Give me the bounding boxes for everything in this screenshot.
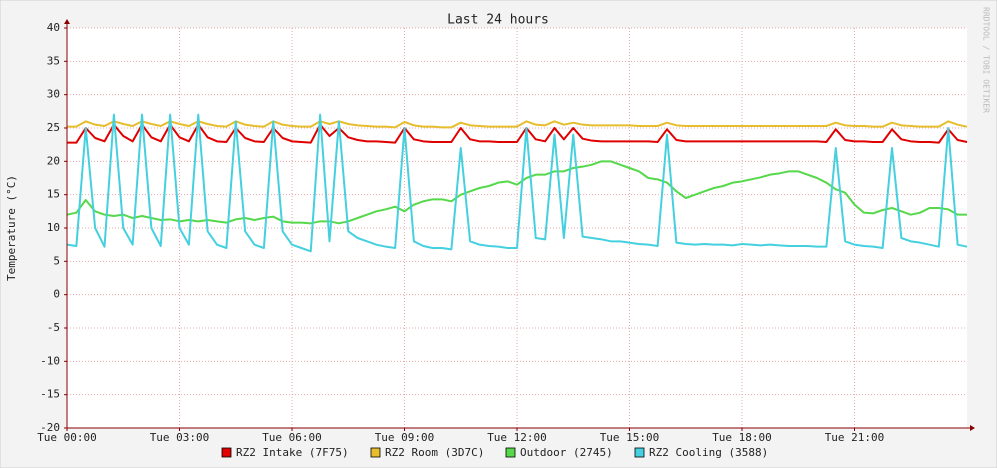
x-tick-label: Tue 12:00 <box>487 431 547 444</box>
legend-label: RZ2 Intake (7F75) <box>236 446 349 459</box>
legend-label: RZ2 Room (3D7C) <box>385 446 484 459</box>
legend-swatch <box>221 447 232 458</box>
y-arrow <box>64 19 70 24</box>
x-tick-label: Tue 18:00 <box>712 431 772 444</box>
y-tick-label: 35 <box>47 54 60 67</box>
x-tick-label: Tue 06:00 <box>262 431 322 444</box>
y-tick-label: -15 <box>40 388 60 401</box>
y-tick-label: 40 <box>47 21 60 34</box>
x-tick-label: Tue 21:00 <box>825 431 885 444</box>
series-line <box>67 123 968 144</box>
y-tick-label: 10 <box>47 221 60 234</box>
x-tick-label: Tue 09:00 <box>375 431 435 444</box>
x-tick-label: Tue 15:00 <box>600 431 660 444</box>
watermark: RRDTOOL / TOBI OETIKER <box>982 7 991 113</box>
legend-label: RZ2 Cooling (3588) <box>649 446 768 459</box>
series-line <box>66 160 967 225</box>
y-tick-label: -5 <box>47 321 60 334</box>
x-tick-label: Tue 00:00 <box>37 431 97 444</box>
y-tick-label: 25 <box>47 121 60 134</box>
legend-label: Outdoor (2745) <box>520 446 613 459</box>
legend-swatch <box>634 447 645 458</box>
series-line <box>66 113 968 253</box>
y-tick-label: -20 <box>40 421 60 434</box>
y-tick-label: 5 <box>53 254 60 267</box>
legend-swatch <box>505 447 516 458</box>
y-tick-label: 0 <box>53 288 60 301</box>
series-line <box>67 120 968 129</box>
grid <box>64 27 967 431</box>
x-tick-label: Tue 03:00 <box>150 431 210 444</box>
y-axis-label: Temperature (°C) <box>5 175 18 281</box>
legend-swatch <box>370 447 381 458</box>
y-tick-label: 20 <box>47 154 60 167</box>
y-tick-label: 15 <box>47 188 60 201</box>
y-tick-label: 30 <box>47 88 60 101</box>
x-arrow <box>970 425 975 431</box>
chart-title: Last 24 hours <box>447 13 549 28</box>
labels: -20 -15 -10 -5 0 5 10 15 20 25 30 35 40 Tue 00:00 Tue … <box>37 21 884 459</box>
y-tick-label: -10 <box>40 354 60 367</box>
lines <box>66 113 968 253</box>
axes <box>64 19 975 431</box>
